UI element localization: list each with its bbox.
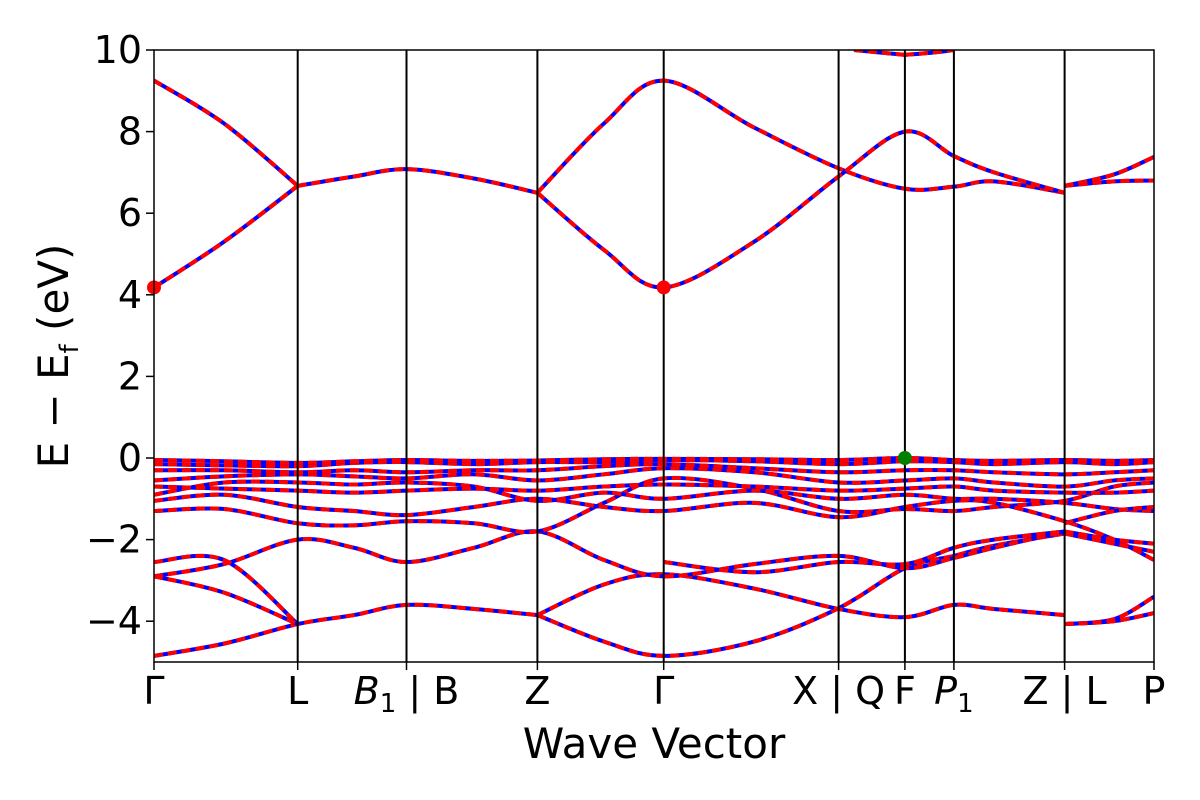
band-line-solid-23 bbox=[154, 482, 1154, 495]
y-tick-label: 6 bbox=[118, 191, 142, 235]
band-line-solid-3 bbox=[535, 78, 1065, 195]
y-tick-label: 0 bbox=[118, 436, 142, 480]
band-line-dashed-14 bbox=[154, 574, 299, 626]
band-marker-1 bbox=[656, 280, 671, 295]
band-line-solid-1 bbox=[154, 184, 299, 290]
plot-frame bbox=[153, 49, 1155, 663]
band-line-dashed-26 bbox=[1064, 611, 1154, 627]
y-tick-label: 4 bbox=[118, 273, 142, 317]
band-line-dashed-8 bbox=[1064, 155, 1154, 188]
band-lines bbox=[154, 50, 1154, 658]
band-edge-markers bbox=[147, 280, 912, 465]
x-tick-label: X | Q bbox=[792, 669, 885, 714]
band-line-dashed-25 bbox=[1064, 594, 1154, 627]
y-tick-label: −2 bbox=[86, 518, 142, 562]
x-tick-label: L bbox=[287, 669, 308, 713]
x-tick-label: P bbox=[1143, 669, 1166, 713]
band-line-dashed-24 bbox=[1064, 504, 1154, 526]
high-symmetry-lines bbox=[296, 50, 1066, 662]
y-axis-title: E − Ef (eV) bbox=[29, 244, 85, 469]
band-line-dashed-13 bbox=[154, 553, 300, 626]
band-line-dashed-4 bbox=[536, 129, 1066, 290]
band-line-dashed-27 bbox=[1064, 531, 1154, 554]
band-line-dashed-17 bbox=[154, 492, 1154, 562]
band-line-dashed-9 bbox=[154, 602, 538, 658]
y-tick-label: 10 bbox=[94, 28, 142, 72]
band-line-dashed-2 bbox=[297, 167, 538, 195]
band-line-solid-15 bbox=[663, 529, 1065, 575]
x-axis: Γ L B1 | B Z Γ X | Q F P1 Z | L P bbox=[143, 662, 1165, 719]
band-line-dashed-0 bbox=[154, 78, 299, 188]
x-tick-label: B1 | B bbox=[354, 669, 460, 719]
x-tick-label: Γ bbox=[653, 669, 674, 713]
y-tick-label: 8 bbox=[118, 110, 142, 154]
x-tick-label: Z bbox=[524, 669, 550, 713]
x-tick-label: Z | L bbox=[1023, 669, 1107, 714]
y-tick-label: −4 bbox=[86, 599, 142, 643]
band-line-dashed-7 bbox=[1064, 178, 1154, 188]
x-tick-label: F bbox=[894, 669, 916, 713]
band-line-solid-4 bbox=[536, 129, 1066, 290]
y-tick-label: 2 bbox=[118, 354, 142, 398]
x-tick-label: P1 bbox=[934, 669, 973, 719]
x-axis-title: Wave Vector bbox=[523, 719, 786, 768]
band-line-dashed-15 bbox=[663, 529, 1065, 575]
x-tick-label: Γ bbox=[143, 669, 164, 713]
band-line-dashed-3 bbox=[535, 78, 1065, 195]
y-axis: −4 −2 0 2 4 6 8 10 bbox=[86, 28, 154, 643]
band-line-dashed-18 bbox=[154, 479, 1154, 514]
band-line-dashed-1 bbox=[154, 184, 299, 290]
band-line-dashed-28 bbox=[1064, 529, 1154, 546]
band-line-solid-0 bbox=[154, 78, 299, 188]
band-marker-2 bbox=[897, 451, 912, 465]
band-line-solid-12 bbox=[154, 529, 1066, 579]
band-line-dashed-12 bbox=[154, 529, 1066, 579]
band-line-dashed-11 bbox=[536, 572, 1065, 620]
